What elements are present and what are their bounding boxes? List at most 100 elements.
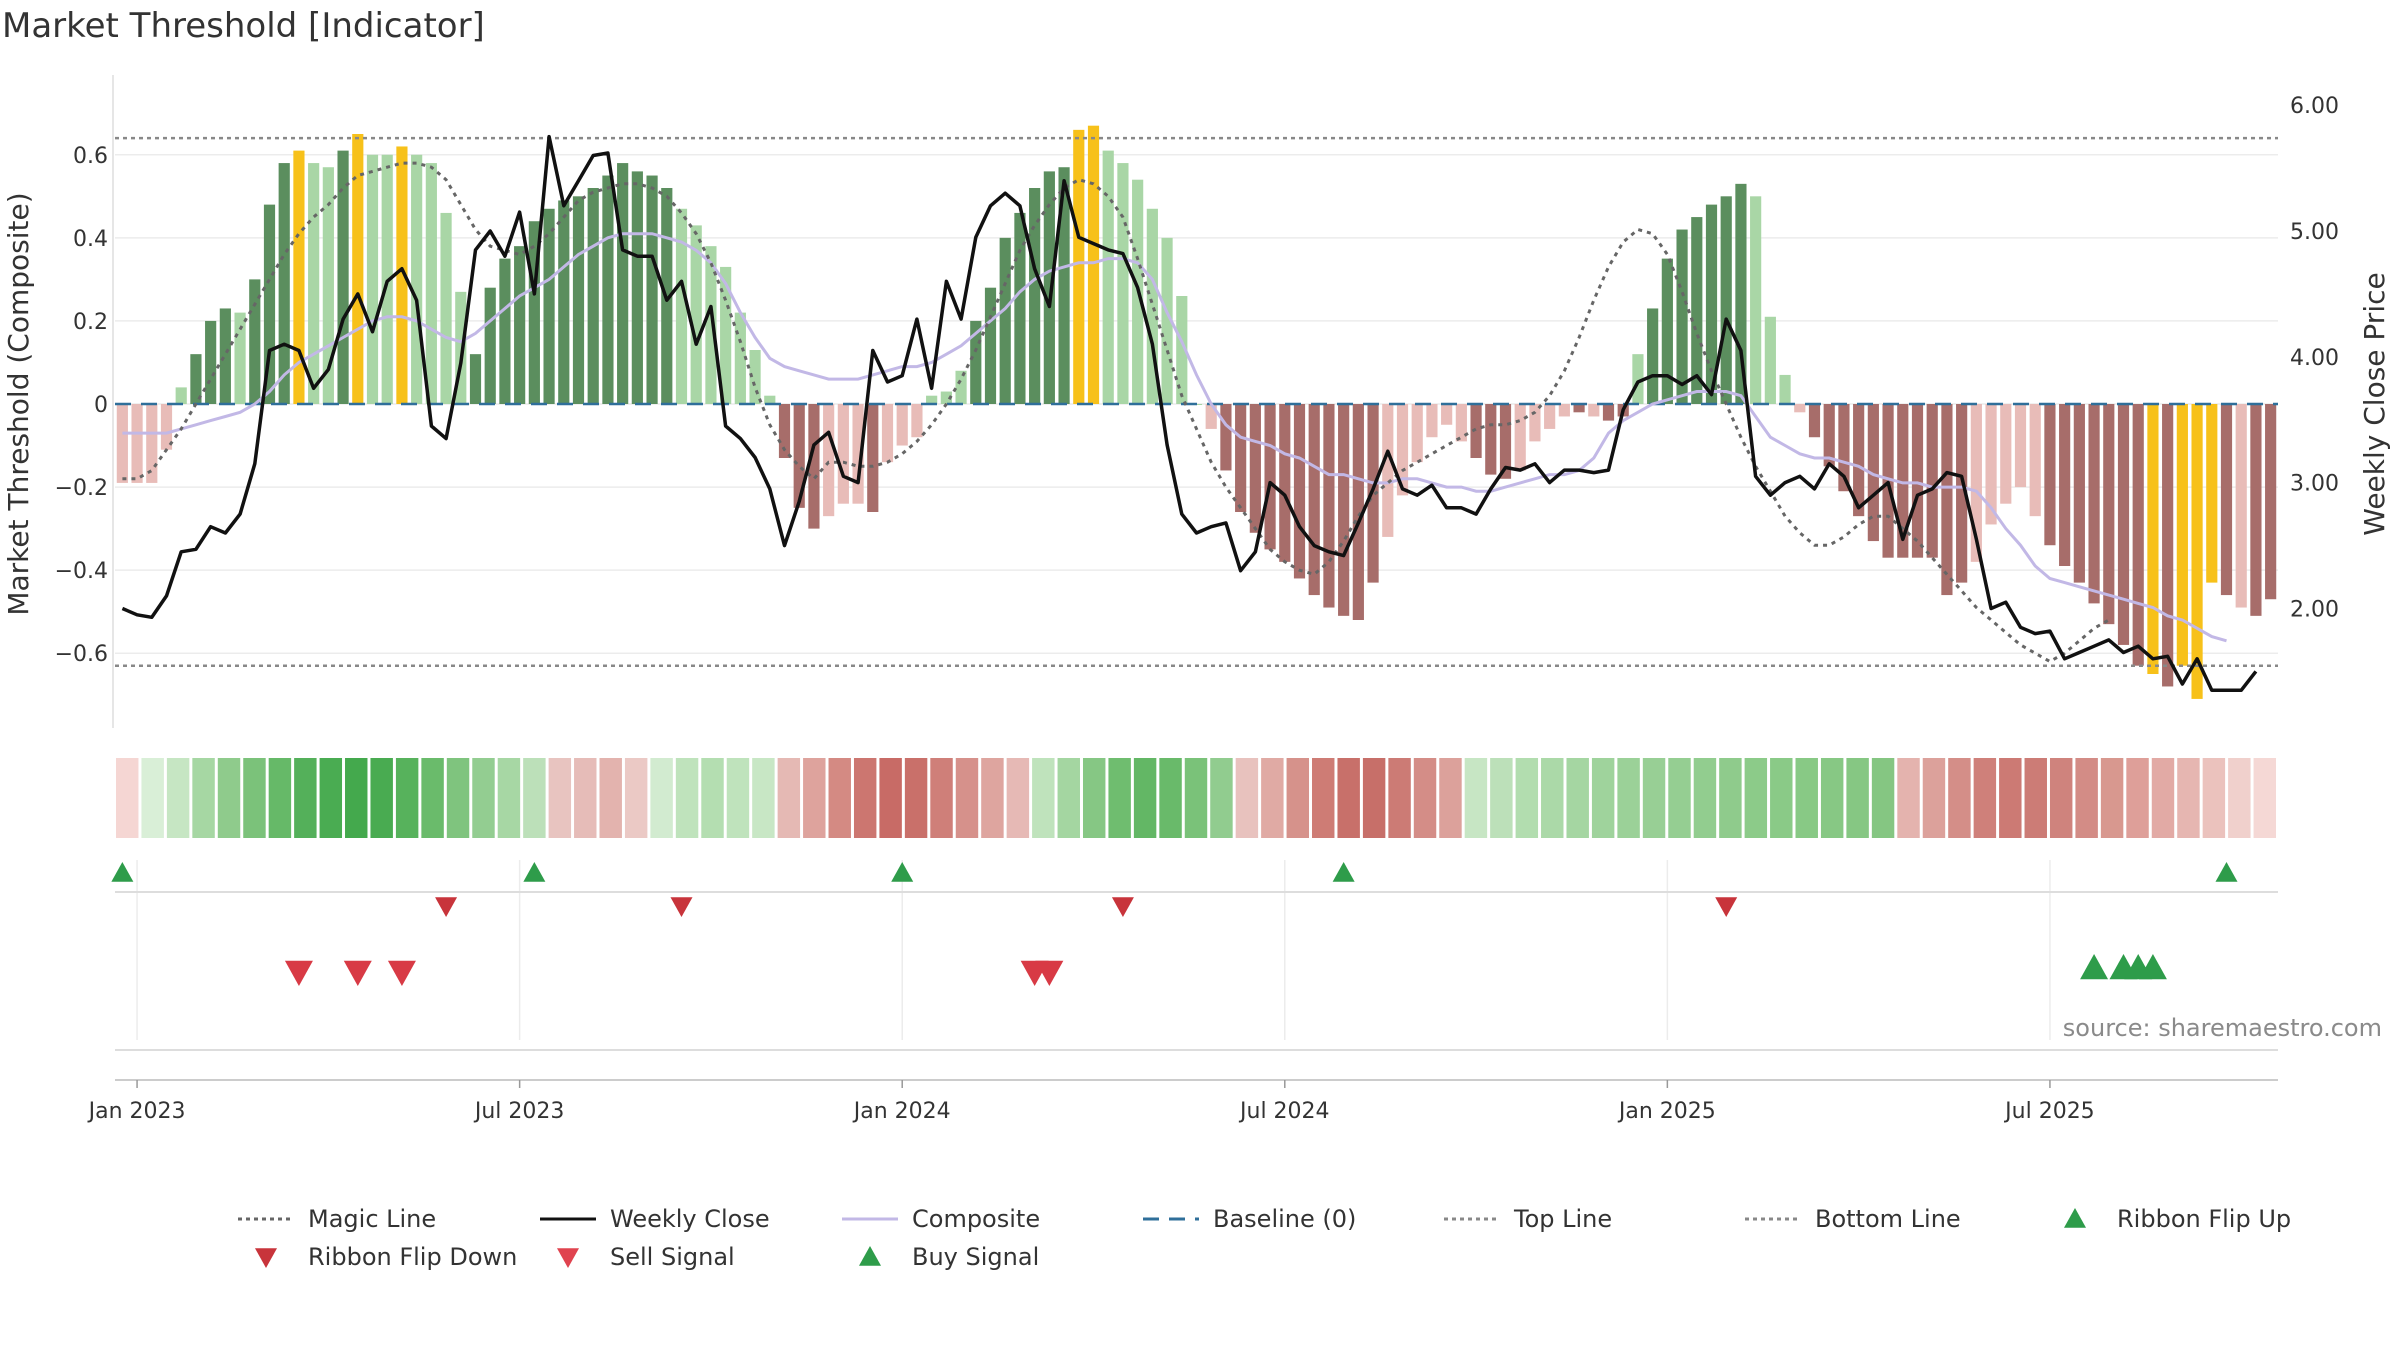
composite-bars bbox=[116, 125, 2277, 699]
legend-item: Magic Line bbox=[236, 1205, 436, 1233]
composite-bar bbox=[1632, 354, 1644, 404]
ribbon-segment bbox=[853, 758, 877, 838]
composite-bar bbox=[1985, 404, 1997, 525]
ribbon-segment bbox=[599, 758, 622, 838]
composite-bar bbox=[337, 150, 349, 404]
source-credit: source: sharemaestro.com bbox=[2062, 1014, 2382, 1042]
sell-signal-marker bbox=[387, 960, 416, 986]
legend-item: Sell Signal bbox=[538, 1243, 735, 1271]
composite-bar bbox=[2000, 404, 2012, 504]
composite-bar bbox=[131, 404, 143, 483]
ribbon-segment bbox=[166, 758, 190, 838]
composite-bar bbox=[778, 404, 791, 458]
ribbon-segment bbox=[1973, 758, 1997, 838]
legend-label: Ribbon Flip Down bbox=[308, 1243, 518, 1271]
composite-bar bbox=[308, 163, 320, 404]
composite-bar bbox=[1455, 404, 1467, 442]
left-tick-label: 0.4 bbox=[73, 227, 108, 252]
composite-bar bbox=[955, 370, 967, 404]
composite-bar bbox=[2235, 404, 2247, 608]
ribbon-segment bbox=[421, 758, 444, 838]
legend-marker bbox=[2064, 1208, 2086, 1228]
left-tick-label: −0.6 bbox=[55, 642, 108, 667]
composite-bar bbox=[1485, 404, 1497, 475]
composite-bar bbox=[1897, 404, 1909, 558]
composite-bar bbox=[1808, 404, 1821, 438]
right-tick-label: 5.00 bbox=[2290, 220, 2339, 245]
sell-signal-marker bbox=[1035, 960, 1064, 986]
ribbon-segment bbox=[955, 758, 979, 838]
ribbon-segment bbox=[1948, 758, 1971, 838]
composite-bar bbox=[543, 208, 555, 404]
composite-bar bbox=[146, 404, 158, 483]
ribbon-segment bbox=[2075, 758, 2098, 838]
ribbon-segment bbox=[1286, 758, 1310, 838]
legend-item: Weekly Close bbox=[538, 1205, 770, 1233]
composite-bar bbox=[1323, 404, 1335, 608]
composite-bar bbox=[322, 167, 334, 404]
grid-lines bbox=[115, 154, 2278, 1040]
ribbon-segment bbox=[1744, 758, 1768, 838]
composite-bar bbox=[2191, 404, 2203, 699]
composite-bar bbox=[1882, 404, 1894, 558]
composite-bar bbox=[160, 404, 173, 450]
composite-bar bbox=[2117, 404, 2130, 645]
ribbon-flip-up-marker bbox=[891, 862, 914, 882]
ribbon-segment bbox=[675, 758, 699, 838]
composite-bar bbox=[1838, 404, 1850, 492]
legend-swatch bbox=[1444, 1217, 1500, 1221]
legend-label: Sell Signal bbox=[610, 1243, 735, 1271]
ribbon-segment bbox=[1693, 758, 1717, 838]
ribbon-segment bbox=[446, 758, 470, 838]
legend-item: Top Line bbox=[1442, 1205, 1612, 1233]
ribbon-segment bbox=[523, 758, 546, 838]
x-tick-label: Jan 2024 bbox=[852, 1099, 951, 1124]
sell-signal-marker bbox=[284, 960, 313, 986]
ribbon-flip-track bbox=[111, 862, 2278, 917]
ribbon-segment bbox=[345, 758, 368, 838]
composite-bar bbox=[469, 354, 482, 404]
ribbon-segment bbox=[879, 758, 902, 838]
composite-bar bbox=[499, 258, 511, 404]
composite-bar bbox=[2250, 404, 2262, 616]
composite-bar bbox=[1382, 404, 1394, 537]
composite-bar bbox=[2059, 404, 2071, 566]
ribbon-segment bbox=[1668, 758, 1691, 838]
composite-bar bbox=[1544, 404, 1556, 429]
composite-line bbox=[122, 232, 2227, 643]
composite-bar bbox=[793, 404, 805, 508]
composite-bar bbox=[440, 212, 452, 404]
ribbon-segment bbox=[2151, 758, 2175, 838]
composite-bar bbox=[1338, 404, 1350, 616]
composite-bar bbox=[1073, 129, 1085, 404]
composite-bar bbox=[1867, 404, 1879, 542]
composite-bar bbox=[999, 237, 1011, 404]
composite-bar bbox=[514, 246, 526, 404]
signal-track bbox=[115, 954, 2278, 1051]
chart-title: Market Threshold [Indicator] bbox=[2, 6, 485, 46]
ribbon-segment bbox=[1846, 758, 1869, 838]
composite-bar bbox=[396, 146, 408, 404]
composite-bar bbox=[1161, 237, 1173, 404]
ribbon-segment bbox=[1235, 758, 1259, 838]
ribbon-flip-up-marker bbox=[523, 862, 546, 882]
sell-signal-marker bbox=[343, 960, 372, 986]
composite-bar bbox=[1588, 404, 1600, 417]
trend-ribbon bbox=[116, 758, 2276, 838]
composite-bar bbox=[911, 404, 923, 438]
composite-bar bbox=[720, 266, 732, 404]
composite-bar bbox=[896, 404, 908, 446]
legend-swatch bbox=[238, 1217, 294, 1221]
ribbon-segment bbox=[294, 758, 317, 838]
ribbon-segment bbox=[1820, 758, 1844, 838]
composite-bar bbox=[1573, 404, 1585, 413]
composite-bar bbox=[2044, 404, 2056, 546]
left-tick-label: 0 bbox=[94, 393, 108, 418]
composite-bar bbox=[1661, 258, 1673, 404]
ribbon-segment bbox=[1133, 758, 1157, 838]
composite-bar bbox=[631, 171, 643, 404]
composite-bar bbox=[2162, 404, 2174, 687]
composite-bar bbox=[1426, 404, 1438, 438]
ribbon-segment bbox=[1337, 758, 1360, 838]
ribbon-flip-up-marker bbox=[2215, 862, 2238, 882]
